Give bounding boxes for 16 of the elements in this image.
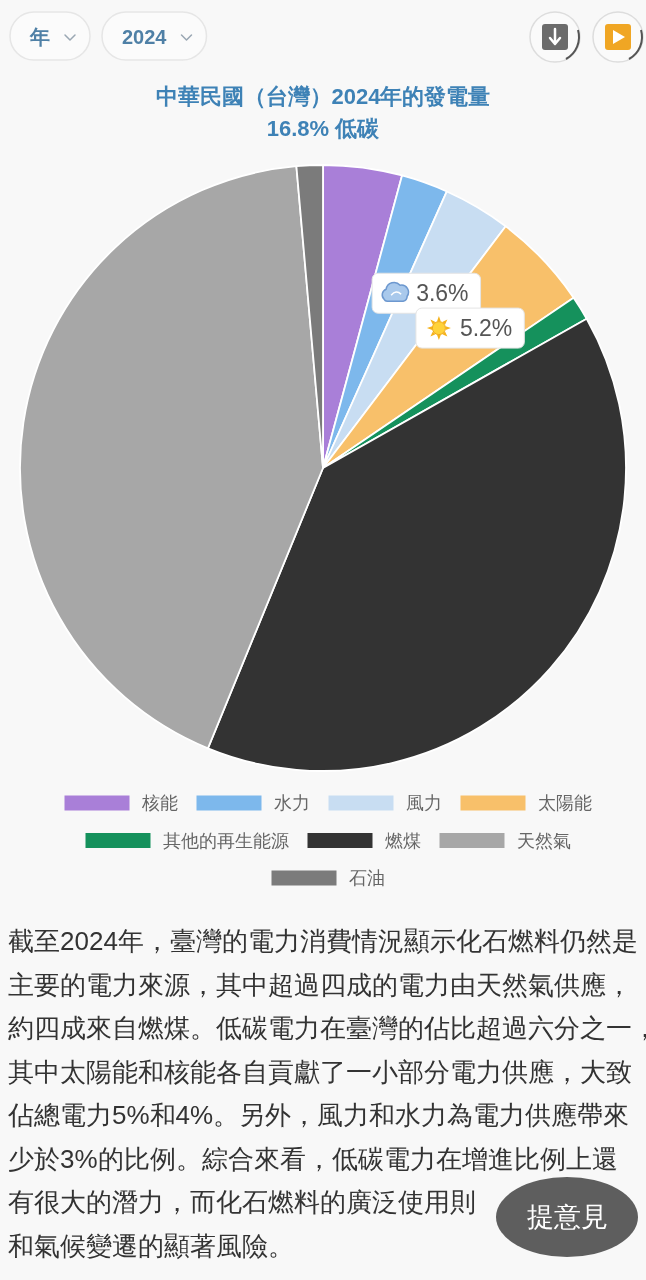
text: 提意見 — [526, 1202, 608, 1232]
legend-label: 其他的再生能源 — [162, 830, 289, 851]
chart-title: 中華民國（台灣）2024年的發電量 — [155, 83, 491, 109]
data-label: 5.2% — [459, 315, 513, 342]
text: 年 — [29, 26, 50, 48]
legend-label: 水力 — [273, 793, 310, 813]
legend-label: 風力 — [405, 793, 442, 813]
legend-label: 核能 — [140, 793, 178, 813]
legend-label: 太陽能 — [537, 793, 592, 813]
chart-subtitle: 16.8% 低碳 — [266, 115, 381, 141]
legend-label: 天然氣 — [516, 830, 571, 851]
text: 2024 — [122, 26, 168, 48]
legend-label: 石油 — [348, 868, 385, 888]
legend-label: 燃煤 — [384, 830, 421, 851]
data-label: 3.6% — [416, 280, 469, 307]
text: 和氣候變遷的顯著風險。 — [8, 1230, 294, 1261]
